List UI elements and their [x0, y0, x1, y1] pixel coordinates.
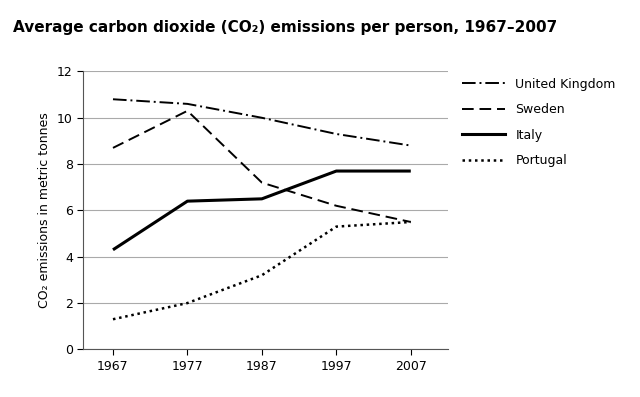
Italy — [407, 169, 415, 173]
Y-axis label: CO₂ emissions in metric tonnes: CO₂ emissions in metric tonnes — [38, 112, 51, 308]
Sweden — [258, 180, 266, 185]
Portugal — [109, 317, 117, 322]
Line: United Kingdom: United Kingdom — [113, 99, 411, 146]
Text: Average carbon dioxide (CO₂) emissions per person, 1967–2007: Average carbon dioxide (CO₂) emissions p… — [13, 20, 557, 35]
United Kingdom — [333, 132, 340, 137]
Sweden — [333, 203, 340, 208]
Sweden — [109, 146, 117, 150]
Sweden — [184, 108, 191, 113]
Italy — [333, 169, 340, 173]
United Kingdom — [109, 97, 117, 102]
Italy — [258, 197, 266, 201]
United Kingdom — [407, 143, 415, 148]
Portugal — [333, 224, 340, 229]
Legend: United Kingdom, Sweden, Italy, Portugal: United Kingdom, Sweden, Italy, Portugal — [461, 78, 616, 167]
United Kingdom — [258, 116, 266, 120]
Sweden — [407, 220, 415, 224]
Line: Portugal: Portugal — [113, 222, 411, 319]
Italy — [109, 247, 117, 252]
Portugal — [184, 301, 191, 305]
Line: Italy: Italy — [113, 171, 411, 250]
Portugal — [258, 273, 266, 278]
Italy — [184, 199, 191, 204]
United Kingdom — [184, 102, 191, 106]
Line: Sweden: Sweden — [113, 111, 411, 222]
Portugal — [407, 220, 415, 224]
